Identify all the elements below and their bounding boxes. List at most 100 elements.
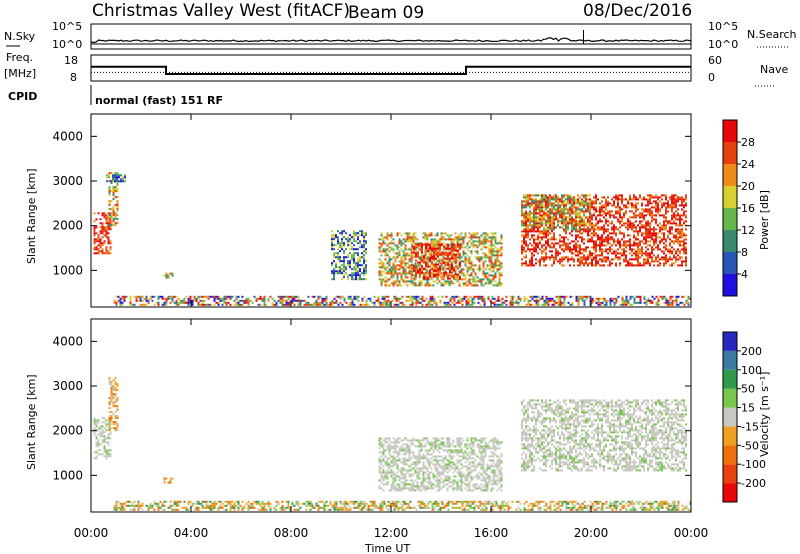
power-cell: [651, 216, 653, 219]
power-cell: [593, 299, 596, 302]
velocity-cell: [112, 423, 115, 426]
power-cell: [633, 198, 635, 201]
power-cell: [381, 301, 384, 304]
power-cell: [339, 246, 341, 249]
power-cell: [257, 297, 260, 300]
velocity-cell: [225, 508, 228, 511]
power-cell: [545, 198, 547, 201]
power-cell: [523, 246, 525, 249]
power-cell: [571, 216, 573, 219]
power-cell: [593, 240, 595, 243]
velocity-cell: [341, 506, 344, 509]
velocity-cell: [114, 387, 117, 390]
power-cell: [412, 232, 415, 235]
power-cell: [659, 200, 661, 203]
power-cell: [496, 270, 499, 273]
power-cell: [663, 222, 665, 225]
power-cell: [675, 200, 677, 203]
power-cell: [639, 256, 641, 259]
power-cell: [110, 224, 113, 227]
power-cell: [462, 260, 465, 263]
power-cell: [441, 243, 443, 246]
power-cell: [529, 258, 531, 261]
power-cell: [541, 196, 543, 199]
power-cell: [377, 299, 380, 302]
power-cell: [406, 276, 409, 279]
power-cell: [414, 248, 417, 251]
power-cell: [448, 236, 451, 239]
velocity-cell: [229, 506, 232, 509]
power-cell: [453, 275, 455, 278]
power-cell: [355, 262, 357, 265]
velocity-cell: [133, 504, 136, 507]
power-cell: [223, 295, 226, 298]
power-cell: [93, 242, 96, 245]
power-cell: [486, 282, 489, 285]
power-cell: [655, 222, 657, 225]
power-cell: [93, 240, 96, 243]
power-cell: [106, 176, 108, 179]
power-cell: [281, 301, 284, 304]
power-cell: [567, 258, 569, 261]
power-cell: [410, 254, 413, 257]
power-cell: [545, 256, 547, 259]
power-cell: [197, 295, 200, 298]
power-cell: [571, 222, 573, 225]
power-cell: [619, 212, 621, 215]
power-cell: [450, 270, 453, 273]
power-cell: [641, 252, 643, 255]
velocity-cell: [249, 504, 252, 507]
power-cell: [408, 260, 411, 263]
power-cell: [675, 238, 677, 241]
velocity-cell: [163, 481, 166, 484]
power-cell: [394, 244, 397, 247]
power-cell: [341, 260, 343, 263]
power-cell: [482, 246, 485, 249]
power-cell: [567, 216, 569, 219]
power-cell: [573, 212, 575, 215]
power-cell: [480, 242, 483, 245]
power-cell: [659, 226, 661, 229]
power-cell: [488, 282, 491, 285]
power-cell: [575, 216, 577, 219]
power-cell: [649, 200, 651, 203]
power-cell: [448, 266, 451, 269]
power-cell: [480, 282, 483, 285]
power-cell: [637, 246, 639, 249]
power-cell: [559, 220, 561, 223]
power-cell: [438, 238, 441, 241]
power-cell: [525, 212, 527, 215]
power-cell: [500, 246, 503, 249]
power-cell: [175, 301, 178, 304]
power-cell: [539, 226, 541, 229]
power-cell: [545, 246, 547, 249]
power-cell: [639, 252, 641, 255]
power-cell: [587, 262, 589, 265]
power-cell: [116, 174, 119, 177]
power-cell: [337, 242, 339, 245]
power-cell: [472, 240, 475, 243]
velocity-cell: [103, 445, 106, 448]
power-cell: [681, 232, 683, 235]
power-cell: [623, 222, 625, 225]
power-cell: [386, 232, 389, 235]
power-cell: [549, 202, 551, 205]
power-cell: [559, 200, 561, 203]
power-cell: [353, 248, 355, 251]
power-cell: [623, 232, 625, 235]
power-cell: [470, 244, 473, 247]
power-cell: [653, 240, 655, 243]
power-cell: [591, 252, 593, 255]
power-cell: [661, 240, 663, 243]
power-cell: [476, 236, 479, 239]
power-cell: [603, 196, 605, 199]
power-cell: [539, 230, 541, 233]
power-cell: [474, 244, 477, 247]
power-cell: [331, 303, 334, 306]
power-cell: [125, 295, 128, 298]
power-cell: [453, 273, 455, 276]
power-cell: [303, 299, 306, 302]
power-cell: [561, 202, 563, 205]
velocity-cell: [267, 502, 270, 505]
power-cell: [535, 216, 537, 219]
